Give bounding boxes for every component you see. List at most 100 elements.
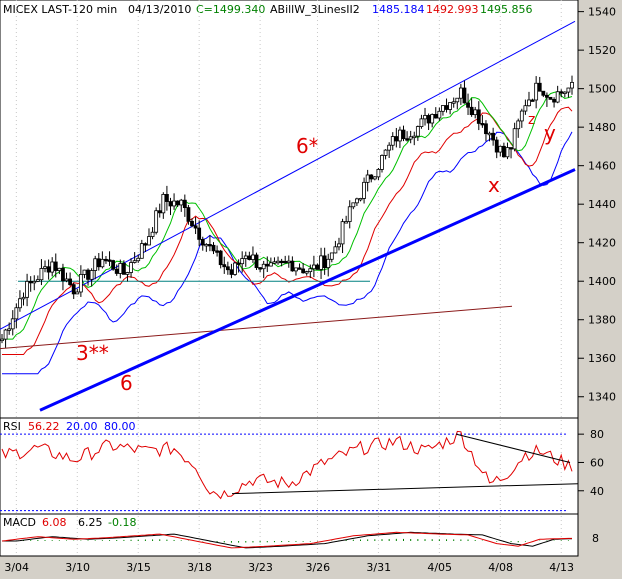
candle-body	[208, 244, 212, 247]
macd-signal: 6.25	[78, 516, 103, 529]
candle-body	[530, 99, 535, 102]
candle-body	[451, 101, 456, 104]
candle-body	[430, 114, 435, 124]
candle-body	[541, 90, 546, 96]
candle-body	[114, 268, 119, 274]
candle-body	[39, 268, 44, 281]
candle-body	[225, 266, 230, 271]
candle-body	[283, 260, 288, 264]
candle-body	[154, 210, 159, 233]
candle-body	[405, 138, 409, 141]
candle-body	[315, 264, 320, 270]
candle-body	[229, 269, 234, 275]
candle-body	[390, 136, 395, 146]
candle-body	[437, 110, 442, 119]
x-tick-label: 4/05	[427, 561, 452, 574]
candle-body	[555, 91, 560, 103]
price-layer	[0, 20, 576, 412]
x-tick-label: 3/26	[305, 561, 330, 574]
candle-body	[480, 123, 485, 126]
candle-body	[548, 96, 553, 100]
price-y-tick-label: 1420	[588, 237, 616, 250]
candle-body	[150, 231, 155, 237]
x-tick-label: 3/15	[126, 561, 151, 574]
candle-body	[494, 139, 499, 153]
channel-lower-line	[39, 168, 576, 412]
x-tick-label: 3/31	[366, 561, 391, 574]
candle-body	[7, 328, 12, 331]
candle-body	[68, 278, 73, 286]
candle-body	[25, 280, 29, 298]
candle-body	[311, 264, 316, 270]
x-tick-label: 4/08	[488, 561, 513, 574]
macd-y-tick-label: 8	[592, 532, 599, 545]
price-y-tick-label: 1340	[588, 391, 616, 404]
candle-body	[376, 168, 381, 178]
candle-body	[53, 261, 58, 271]
candle-body	[179, 199, 184, 206]
candle-body	[111, 260, 116, 270]
candle-body	[21, 296, 26, 300]
candle-body	[50, 261, 55, 273]
rsi-trend-lower	[231, 483, 579, 495]
candle-body	[476, 109, 481, 124]
candle-body	[215, 250, 219, 253]
candle-body	[512, 128, 517, 150]
candle-body	[200, 238, 205, 246]
x-tick-label: 3/04	[4, 561, 29, 574]
rsi-layer	[0, 430, 579, 512]
candle-body	[326, 258, 331, 269]
candle-body	[71, 284, 76, 295]
annotation-x: x	[488, 173, 500, 197]
candle-body	[86, 269, 90, 280]
candle-body	[340, 221, 345, 245]
candle-body	[301, 268, 306, 274]
price-y-tick-label: 1440	[588, 198, 616, 211]
rsi-y-tick-label: 60	[590, 456, 604, 469]
candle-body	[423, 115, 427, 120]
candle-body	[272, 261, 277, 264]
axis-layer: 1340 1360 1380 1400 1420 1440 1460 1480 1500 1520…	[4, 6, 616, 574]
candle-body	[168, 201, 173, 207]
candle-body	[78, 274, 83, 293]
candle-body	[10, 318, 15, 330]
candle-body	[93, 258, 98, 271]
candle-body	[394, 136, 399, 142]
candle-body	[559, 91, 564, 94]
candle-body	[534, 82, 539, 101]
rsi-name: RSI	[3, 420, 21, 433]
candle-body	[35, 279, 40, 282]
candle-body	[344, 221, 349, 224]
candle-body	[308, 268, 313, 273]
candle-body	[380, 155, 384, 170]
candle-body	[147, 236, 151, 246]
candle-body	[132, 260, 137, 263]
annotation-3-double-star: 3**	[76, 341, 109, 365]
candle-body	[129, 262, 133, 273]
candle-body	[545, 94, 549, 98]
price-y-tick-label: 1400	[588, 275, 616, 288]
candle-body	[566, 87, 571, 93]
candle-body	[501, 145, 506, 158]
candle-body	[484, 123, 488, 135]
candle-body	[523, 105, 528, 112]
annotation-6-star: 6*	[296, 134, 319, 158]
candle-body	[419, 118, 424, 127]
candle-body	[61, 267, 65, 282]
macd-line	[1, 531, 572, 549]
candle-body	[233, 262, 237, 275]
candle-body	[355, 198, 359, 204]
candle-body	[473, 109, 478, 116]
candle-body	[372, 176, 377, 180]
candle-body	[527, 99, 531, 107]
macd-hist: -0.18	[108, 516, 136, 529]
candle-body	[322, 255, 327, 269]
price-y-tick-label: 1380	[588, 314, 616, 327]
candle-body	[14, 307, 19, 320]
candle-body	[329, 252, 334, 260]
candle-body	[294, 267, 298, 272]
candle-body	[455, 97, 460, 103]
candle-body	[337, 243, 341, 248]
candle-body	[462, 87, 467, 104]
